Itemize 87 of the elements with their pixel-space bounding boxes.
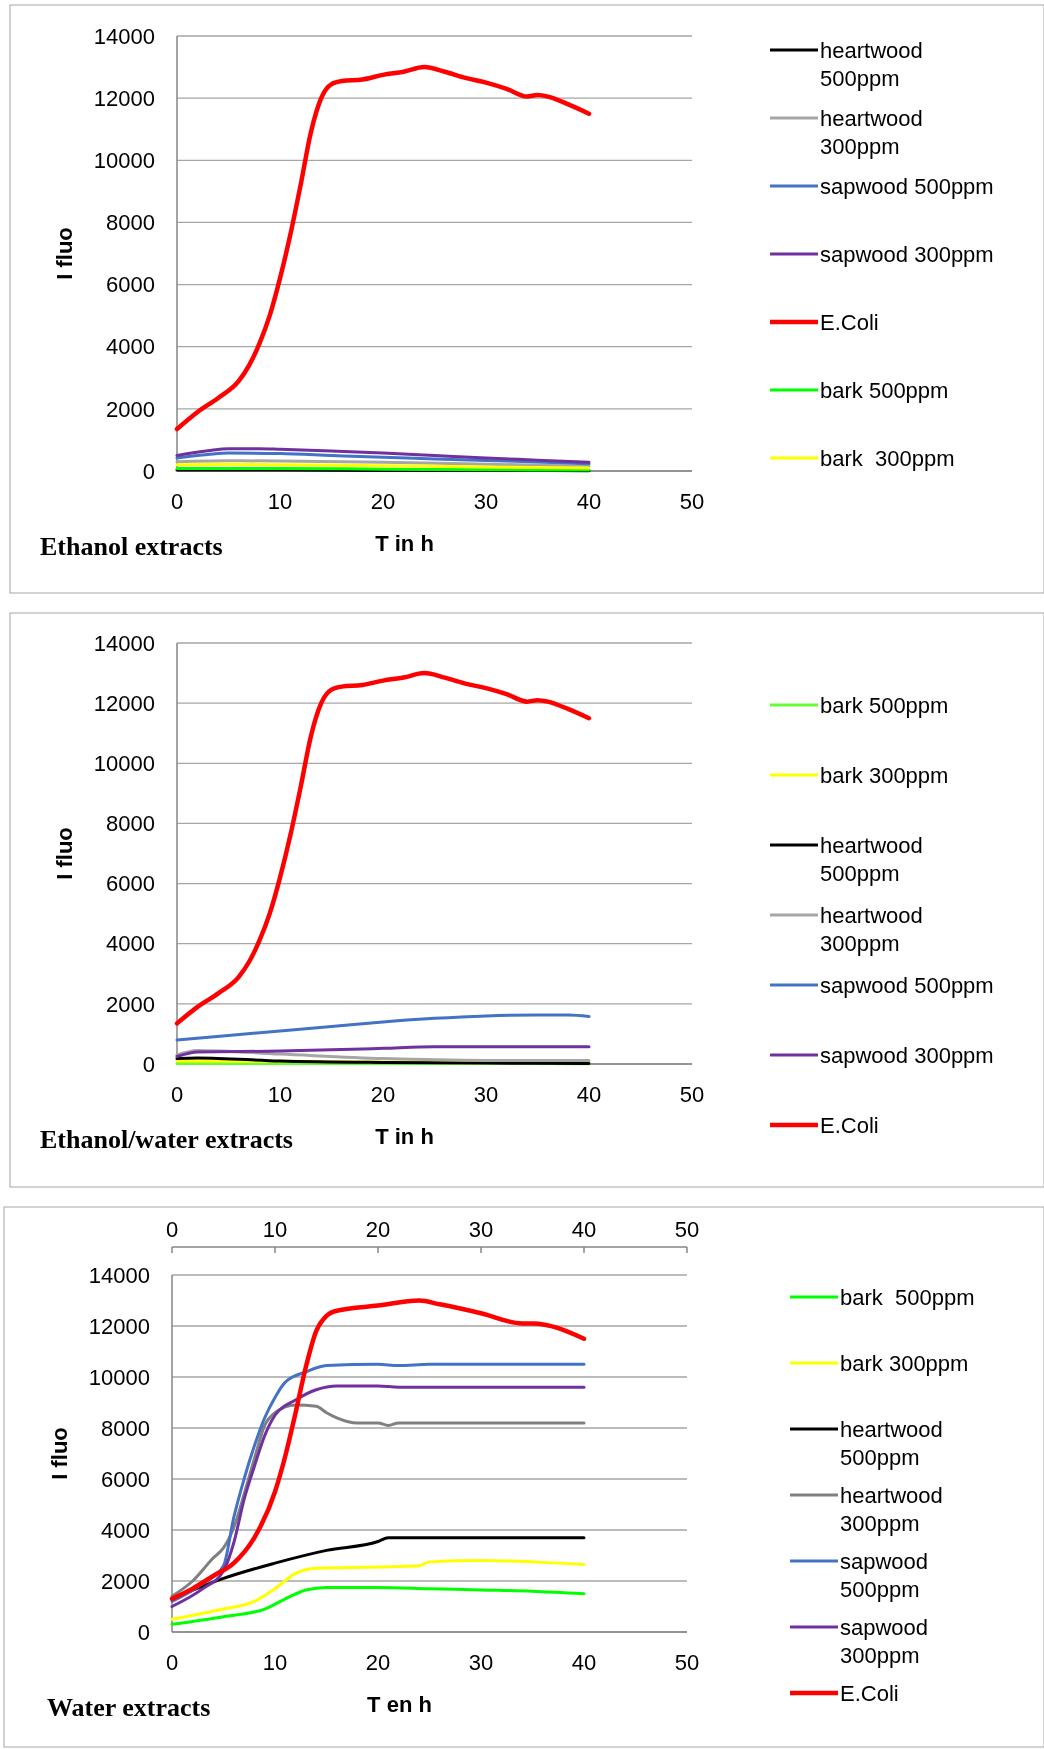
legend-label: heartwood 300ppm [820, 105, 923, 160]
y-tick-label: 4000 [101, 1517, 150, 1543]
x-tick-label: 50 [679, 489, 705, 514]
y-axis-title: I fluo [47, 1427, 72, 1480]
x-axis-title: T in h [375, 1124, 434, 1149]
legend-label: E.Coli [820, 1112, 879, 1138]
legend-label: sapwood 300ppm [840, 1614, 929, 1669]
x-axis-title: T in h [375, 531, 434, 556]
y-tick-label: 0 [142, 458, 155, 484]
x-tick-label: 30 [473, 1082, 499, 1107]
y-tick-label: 6000 [106, 871, 155, 897]
x-tick-label: 30 [473, 489, 499, 514]
legend-label: sapwood 300ppm [820, 241, 994, 267]
y-tick-label: 8000 [101, 1415, 150, 1441]
line-series [175, 1013, 591, 1042]
x-tick-label: 0 [170, 489, 184, 514]
x-tick-label: 0 [170, 1082, 184, 1107]
x-tick-label: 20 [370, 1082, 396, 1107]
x-tick-label: 40 [576, 489, 602, 514]
y-tick-label: 4000 [106, 334, 155, 360]
y-tick-label: 2000 [106, 991, 155, 1017]
y-axis-title: I fluo [52, 827, 77, 880]
y-tick-label: 12000 [88, 1313, 150, 1339]
text: Ethanol/water extracts [40, 1125, 293, 1154]
legend-label: bark 300ppm [820, 762, 949, 788]
y-tick-label: 4000 [106, 931, 155, 957]
x-tick-label: 40 [571, 1650, 597, 1675]
legend-label: sapwood 500ppm [820, 173, 994, 199]
x-tick-label: 20 [365, 1650, 391, 1675]
y-tick-label: 6000 [101, 1466, 150, 1492]
y-tick-label: 12000 [93, 85, 155, 111]
y-tick-label: 10000 [93, 147, 155, 173]
text: Water extracts [47, 1693, 211, 1722]
y-tick-label: 10000 [88, 1364, 150, 1390]
x2-tick-label: 10 [262, 1217, 288, 1242]
x-axis-title: T en h [367, 1692, 432, 1717]
x2-tick-label: 30 [468, 1217, 494, 1242]
y-tick-label: 0 [137, 1619, 150, 1645]
x-tick-label: 0 [165, 1650, 179, 1675]
text: Ethanol extracts [40, 532, 223, 561]
legend-label: sapwood 300ppm [820, 1042, 994, 1068]
x2-tick-label: 20 [365, 1217, 391, 1242]
legend-label: bark 500ppm [820, 692, 949, 718]
y-tick-label: 6000 [106, 272, 155, 298]
line-series [170, 1559, 586, 1621]
legend-label: bark 300ppm [820, 445, 955, 471]
y-tick-label: 14000 [93, 23, 155, 49]
legend-label: heartwood 500ppm [820, 37, 923, 92]
y-tick-label: 0 [142, 1051, 155, 1077]
x-tick-label: 50 [679, 1082, 705, 1107]
legend-label: heartwood 500ppm [820, 832, 923, 887]
legend-label: sapwood 500ppm [840, 1548, 929, 1603]
legend-label: bark 500ppm [820, 377, 949, 403]
y-tick-label: 14000 [93, 630, 155, 656]
line-series [170, 1585, 586, 1626]
line-series [175, 451, 591, 466]
legend-label: heartwood 300ppm [820, 902, 923, 957]
y-tick-label: 12000 [93, 690, 155, 716]
legend-label: bark 500ppm [840, 1284, 975, 1310]
x-tick-label: 50 [674, 1650, 700, 1675]
line-series [175, 447, 591, 464]
x-tick-label: 40 [576, 1082, 602, 1107]
legend-label: sapwood 500ppm [820, 972, 994, 998]
line-series [174, 64, 592, 432]
legend-label: E.Coli [840, 1680, 899, 1706]
x-tick-label: 10 [262, 1650, 288, 1675]
y-tick-label: 14000 [88, 1262, 150, 1288]
y-tick-label: 8000 [106, 210, 155, 236]
legend-label: heartwood 300ppm [840, 1482, 943, 1537]
y-tick-label: 10000 [93, 750, 155, 776]
legend-label: bark 300ppm [840, 1350, 969, 1376]
x2-tick-label: 40 [571, 1217, 597, 1242]
y-tick-label: 8000 [106, 811, 155, 837]
legend-label: E.Coli [820, 309, 879, 335]
y-axis-title: I fluo [52, 227, 77, 280]
x2-tick-label: 50 [674, 1217, 700, 1242]
x-tick-label: 20 [370, 489, 396, 514]
x-tick-label: 10 [267, 489, 293, 514]
line-series [174, 670, 592, 1026]
x2-tick-label: 0 [165, 1217, 179, 1242]
line-series [175, 1045, 591, 1058]
x-tick-label: 30 [468, 1650, 494, 1675]
x-tick-label: 10 [267, 1082, 293, 1107]
y-tick-label: 2000 [101, 1568, 150, 1594]
line-series [169, 1298, 587, 1602]
y-tick-label: 2000 [106, 396, 155, 422]
legend-label: heartwood 500ppm [840, 1416, 943, 1471]
